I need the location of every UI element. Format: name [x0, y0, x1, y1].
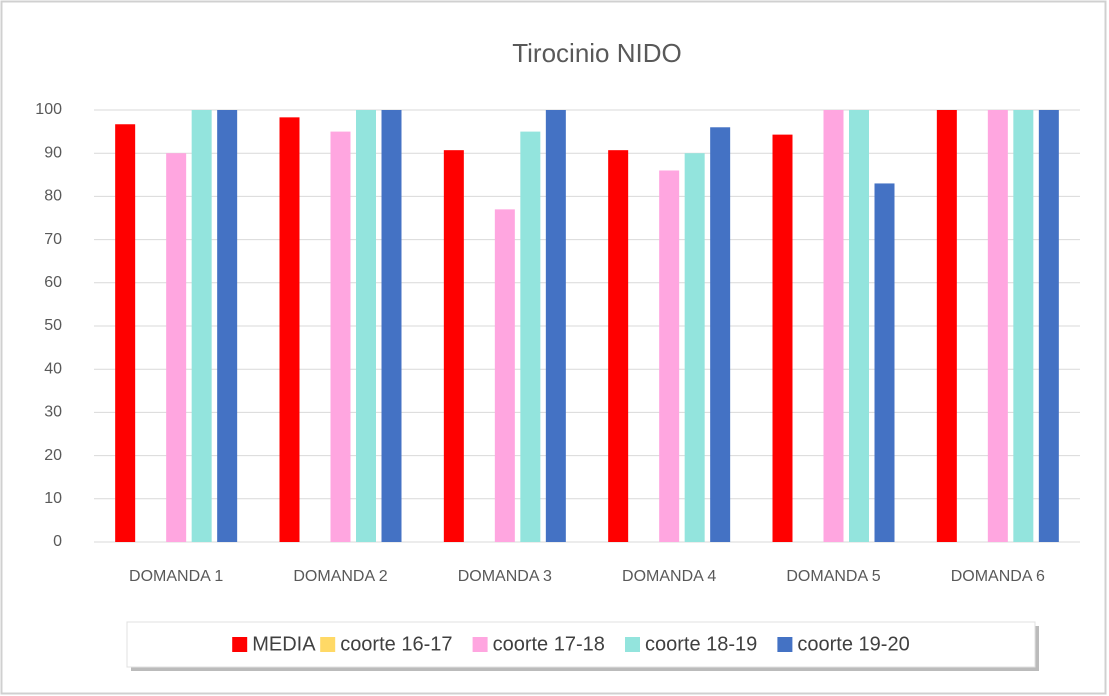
- bar: [545, 110, 566, 542]
- x-tick-label: DOMANDA 6: [951, 568, 1045, 585]
- bar: [772, 134, 793, 542]
- y-tick-label: 30: [44, 404, 62, 421]
- bar: [217, 110, 238, 542]
- y-tick-label: 70: [44, 231, 62, 248]
- bar: [381, 110, 402, 542]
- legend-swatch: [625, 637, 640, 652]
- legend-label: coorte 17-18: [493, 633, 605, 655]
- legend-swatch: [777, 637, 793, 652]
- legend-label: MEDIA: [252, 633, 316, 655]
- y-tick-label: 40: [44, 360, 62, 377]
- legend-swatch: [232, 637, 248, 652]
- bar: [330, 131, 351, 542]
- x-tick-label: DOMANDA 3: [458, 568, 552, 585]
- legend-label: coorte 16-17: [340, 633, 452, 655]
- bar: [710, 127, 731, 542]
- legend-box: [126, 621, 1036, 668]
- bar: [849, 110, 869, 542]
- x-tick-label: DOMANDA 2: [293, 568, 387, 585]
- x-tick-label: DOMANDA 4: [622, 568, 716, 585]
- bar: [115, 124, 136, 543]
- bar: [166, 153, 187, 542]
- legend-label: coorte 18-19: [645, 633, 757, 655]
- y-tick-label: 0: [53, 533, 62, 550]
- bar: [279, 117, 300, 543]
- bar: [936, 110, 957, 542]
- y-tick-label: 50: [44, 317, 62, 334]
- bar: [608, 150, 629, 542]
- chart-title: Tirocinio NIDO: [512, 38, 682, 68]
- legend-swatch: [320, 637, 336, 652]
- x-tick-label: DOMANDA 1: [129, 568, 223, 585]
- bar: [1013, 110, 1034, 542]
- y-tick-label: 10: [44, 490, 62, 507]
- x-tick-label: DOMANDA 5: [786, 568, 880, 585]
- bar: [987, 110, 1008, 542]
- y-tick-label: 90: [44, 144, 62, 161]
- y-tick-label: 80: [44, 188, 62, 205]
- y-tick-label: 20: [44, 447, 62, 464]
- bar: [356, 110, 376, 542]
- bar: [1038, 110, 1059, 542]
- bar: [443, 150, 464, 542]
- bar: [191, 110, 212, 542]
- legend-swatch: [472, 637, 488, 652]
- bar: [520, 131, 541, 542]
- y-tick-label: 60: [44, 274, 62, 291]
- bar: [823, 110, 844, 542]
- legend-label: coorte 19-20: [797, 633, 909, 655]
- bar: [494, 209, 515, 543]
- bar: [684, 153, 705, 542]
- bar: [874, 183, 895, 542]
- y-tick-label: 100: [35, 101, 62, 118]
- bar: [659, 170, 680, 543]
